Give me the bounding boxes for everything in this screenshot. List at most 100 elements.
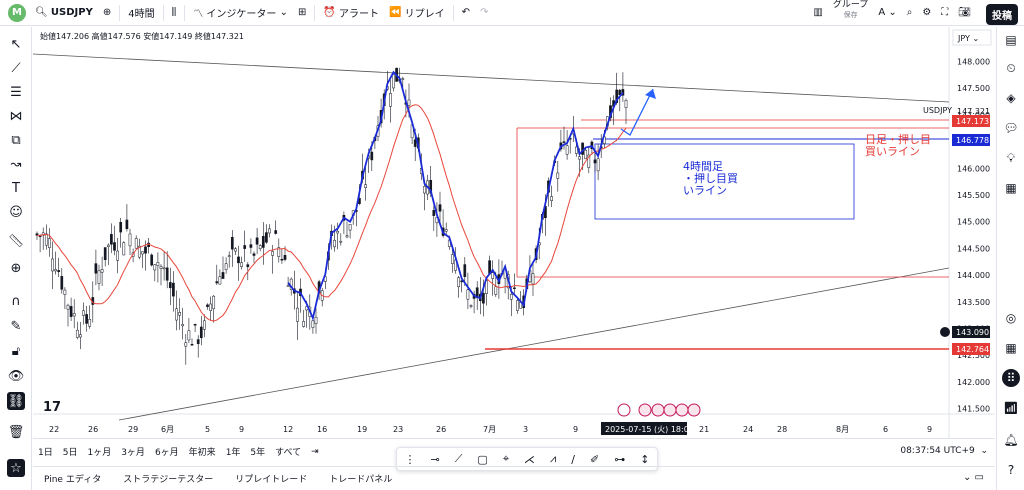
ruler-icon[interactable]: 📏︎	[7, 233, 25, 249]
gann-icon[interactable]: ⧉	[11, 132, 21, 148]
brush-icon[interactable]: ✐	[589, 452, 600, 466]
fib-icon[interactable]: ☰	[10, 84, 22, 100]
quick-search-icon[interactable]: ⌕	[906, 7, 913, 18]
pattern-icon[interactable]: ⋈	[9, 108, 23, 124]
stream-icon[interactable]: 📶︎	[1003, 401, 1019, 415]
avatar[interactable]: M	[8, 3, 26, 22]
right-sidebar: ▤ ⏲ ◈ 💬︎ 💡︎ ▦ ◎ ▦ ⠿ 📶︎ 🔔︎ ?	[996, 27, 1024, 490]
svg-text:143.090: 143.090	[956, 328, 989, 337]
lock-drawing-icon[interactable]: ✎	[10, 318, 22, 334]
candle-body	[466, 289, 470, 300]
star-icon[interactable]: ☆	[7, 459, 25, 477]
candle-body	[593, 159, 597, 164]
panel-tab[interactable]: Pine エディタ	[44, 475, 102, 485]
dot-line-icon[interactable]: ⊶	[614, 452, 626, 466]
alerts-clock-icon[interactable]: ⏲	[1006, 60, 1016, 75]
interval-button[interactable]: 4時間	[128, 9, 155, 20]
trendline-icon[interactable]: ⟋	[11, 60, 21, 76]
goto-date-icon[interactable]: ⇥	[311, 446, 319, 457]
range-button[interactable]: すべて	[275, 448, 302, 458]
range-button[interactable]: 1年	[225, 448, 241, 458]
chat-icon[interactable]: 💬︎	[1003, 121, 1019, 135]
crosshair-price-label	[952, 326, 990, 338]
candle-body	[252, 253, 256, 256]
zoom-icon[interactable]: ⊕	[10, 260, 22, 276]
layout-select-icon[interactable]: ▥	[813, 7, 823, 18]
range-button[interactable]: 5日	[62, 448, 78, 458]
time-tick: 12	[283, 425, 293, 434]
lock-icon[interactable]: 🔓︎	[11, 343, 21, 359]
notification-icon[interactable]: 🔔︎	[1003, 433, 1019, 447]
range-button[interactable]: 1日	[38, 448, 53, 458]
ideas-icon[interactable]: 💡︎	[1006, 150, 1016, 165]
compare-button[interactable]: ⊕	[98, 0, 116, 26]
apps-icon[interactable]: ⠿	[1002, 369, 1020, 387]
hline-icon[interactable]: ⊸	[430, 452, 440, 466]
camera-icon[interactable]: 📷︎	[958, 7, 971, 18]
watchlist-icon[interactable]: ▤	[1005, 33, 1017, 47]
cursor-icon[interactable]: ↖	[10, 36, 22, 52]
candle-body	[243, 245, 247, 249]
chart-type-button[interactable]: ⫼	[167, 0, 182, 26]
layouts-button[interactable]: ⊞	[293, 0, 311, 26]
emoji-icon[interactable]: ☺	[9, 204, 23, 220]
candle-body	[348, 224, 352, 231]
line-icon[interactable]: ∕	[571, 452, 575, 466]
indicators-button[interactable]: 〽 インジケーター ⌄	[193, 7, 288, 20]
help-icon[interactable]: ?	[1007, 463, 1015, 477]
range-button[interactable]: 年初来	[188, 448, 216, 458]
flag-icon	[675, 403, 689, 417]
rect-icon[interactable]: ▢	[477, 452, 488, 466]
candle-body	[141, 251, 144, 255]
eye-icon[interactable]: 👁︎	[7, 368, 25, 384]
pitchfork-icon[interactable]: ⋌	[524, 452, 536, 466]
panel-tab[interactable]: ストラテジーテスター	[123, 475, 214, 485]
symbol-search-button[interactable]: 🔍︎ USDJPY	[35, 7, 93, 18]
range-button[interactable]: 5年	[250, 448, 266, 458]
replay-button[interactable]: ⏪ リプレイ	[388, 7, 445, 20]
calendar2-icon[interactable]: ▦	[1005, 341, 1017, 355]
candle-body	[333, 239, 336, 248]
text-icon[interactable]: T	[12, 180, 20, 196]
group-button[interactable]: グループ 保存	[832, 0, 869, 19]
alert-button[interactable]: ⏰ アラート	[323, 7, 379, 20]
trash-icon[interactable]: 🗑︎	[7, 424, 25, 440]
path-icon[interactable]: ⩘	[550, 452, 557, 465]
candle-body	[162, 267, 166, 270]
candle-body	[482, 292, 485, 304]
panel-tab[interactable]: リプレイトレード	[235, 475, 308, 485]
time-tick: 6月	[161, 425, 174, 434]
group-letter-button[interactable]: A ⌄	[878, 7, 897, 18]
candle-body	[88, 319, 92, 327]
vline-icon[interactable]: ↕	[640, 452, 650, 466]
range-button[interactable]: 6ヶ月	[154, 448, 179, 458]
publish-button[interactable]: 投稿	[986, 4, 1018, 25]
drag-handle-icon[interactable]: ⋮	[404, 452, 416, 466]
layers-icon[interactable]: ◈	[1006, 91, 1016, 105]
target-icon[interactable]: ◎	[1005, 311, 1017, 325]
floating-drawing-toolbar: ⋮ ⊸ ⟋ ▢ ⌖ ⋌ ⩘ ∕ ✐ ⊶ ↕	[396, 447, 658, 471]
fullscreen-icon[interactable]: ⛶	[941, 7, 949, 18]
candle-body	[314, 316, 318, 324]
ray-icon[interactable]: ⟋	[454, 452, 463, 465]
redo-button[interactable]: ↷	[475, 0, 493, 26]
prediction-icon[interactable]: ↝	[10, 156, 22, 172]
time-tick: 26	[88, 425, 98, 434]
magnet-icon[interactable]: ∩	[11, 293, 21, 309]
symbol-tag: USDJPY	[923, 106, 952, 115]
range-button[interactable]: 3ヶ月	[121, 448, 145, 458]
undo-button[interactable]: ↶	[457, 0, 475, 26]
calendar-icon[interactable]: ▦	[1005, 181, 1017, 195]
collapse-panel-icon[interactable]: ⌄ ▭	[962, 472, 984, 483]
candle-body	[110, 234, 113, 245]
time-tick: 24	[743, 425, 753, 434]
candle-body	[116, 250, 119, 261]
marker-icon[interactable]: ⌖	[502, 452, 510, 465]
price-tick: 145.000	[957, 218, 990, 227]
settings-icon[interactable]: ⚙	[922, 7, 932, 18]
link-icon[interactable]: ⛓	[7, 392, 25, 410]
range-button[interactable]: 1ヶ月	[87, 448, 112, 458]
price-chart[interactable]: 日足・押し目買いライン 4時間足・押し目買いライン 148.000 147.500…	[33, 27, 995, 438]
tradingview-logo: 17	[43, 400, 61, 415]
panel-tab[interactable]: トレードパネル	[329, 475, 393, 485]
